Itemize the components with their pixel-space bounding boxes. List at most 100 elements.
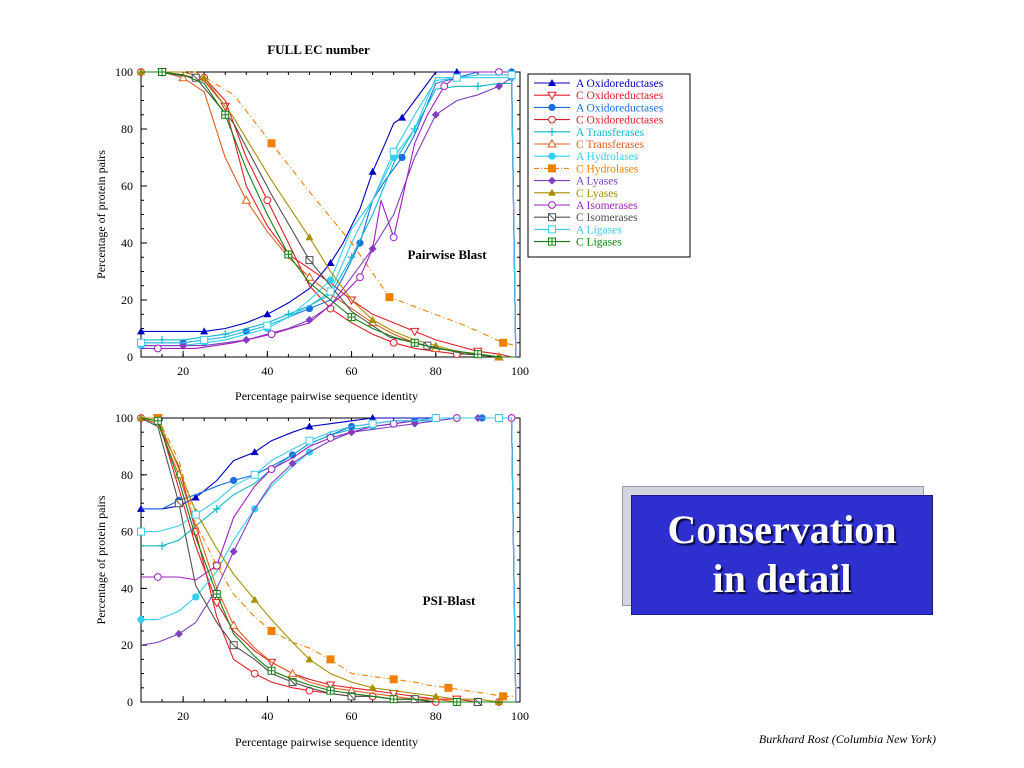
data-point <box>499 338 508 347</box>
data-point <box>368 683 377 691</box>
chart-title: FULL EC number <box>267 42 370 57</box>
series-7 <box>137 74 517 358</box>
series-2 <box>141 68 516 358</box>
data-point <box>368 419 377 428</box>
data-point <box>288 459 297 468</box>
data-point <box>347 253 356 262</box>
series-10 <box>137 68 516 360</box>
x-tick-label: 20 <box>177 709 189 723</box>
data-point <box>304 272 315 281</box>
data-point <box>409 327 420 337</box>
author-credit: Burkhard Rost (Columbia New York) <box>758 732 936 746</box>
data-point <box>473 350 482 359</box>
data-point <box>326 686 335 695</box>
y-tick-label: 100 <box>115 411 133 425</box>
series-11 <box>141 68 517 358</box>
data-point <box>326 433 335 442</box>
y-tick-label: 20 <box>121 638 133 652</box>
data-point <box>325 681 336 690</box>
y-tick-label: 60 <box>121 525 133 539</box>
legend-label: A Transferases <box>576 127 645 139</box>
data-point <box>499 692 508 701</box>
legend-label: C Lyases <box>576 188 618 200</box>
data-point <box>389 233 398 242</box>
data-point <box>230 476 238 485</box>
slide-title-line2: in detail <box>712 556 852 601</box>
data-point <box>228 620 239 629</box>
data-point <box>452 698 461 706</box>
data-point <box>229 641 238 650</box>
data-point <box>431 110 440 119</box>
series-line <box>141 74 517 358</box>
data-point <box>494 414 503 422</box>
data-point <box>444 683 453 692</box>
legend-label: A Hydrolases <box>576 151 639 163</box>
legend-label: C Isomerases <box>576 212 638 224</box>
series-12 <box>141 71 516 358</box>
data-point <box>221 110 230 119</box>
legend-marker <box>547 91 557 101</box>
legend-marker <box>548 213 556 222</box>
legend-label: A Oxidoreductases <box>576 102 664 114</box>
x-axis-label: Percentage pairwise sequence identity <box>235 389 418 403</box>
data-point <box>212 561 221 570</box>
legend-marker <box>548 225 556 234</box>
x-tick-label: 80 <box>430 709 442 723</box>
data-point <box>192 593 200 601</box>
chart-annotation: PSI-Blast <box>423 593 476 608</box>
y-tick-label: 0 <box>127 350 133 364</box>
data-point <box>212 504 221 513</box>
data-point <box>212 590 221 599</box>
data-point <box>305 256 314 265</box>
x-tick-label: 60 <box>346 709 358 723</box>
series-8 <box>141 68 516 347</box>
data-point <box>305 315 314 324</box>
data-point <box>389 147 398 156</box>
data-point <box>263 196 272 205</box>
y-tick-label: 40 <box>121 581 133 595</box>
data-point <box>137 616 145 624</box>
legend-marker <box>548 152 556 160</box>
data-point <box>398 153 406 162</box>
data-point <box>326 287 335 296</box>
x-tick-label: 40 <box>261 709 273 723</box>
series-10 <box>137 414 516 705</box>
data-point <box>174 629 183 638</box>
y-tick-label: 0 <box>127 695 133 709</box>
data-point <box>410 419 419 428</box>
data-point <box>326 276 335 284</box>
series-13 <box>137 70 517 358</box>
x-tick-label: 40 <box>261 364 273 378</box>
data-point <box>153 416 162 425</box>
data-point <box>284 250 293 259</box>
data-point <box>153 344 162 353</box>
data-point <box>385 293 394 302</box>
data-point <box>267 465 276 474</box>
y-axis-label: Percentage of protein pairs <box>94 495 108 624</box>
series-14 <box>141 68 516 359</box>
data-point <box>287 668 298 678</box>
series-3 <box>141 68 517 358</box>
x-tick-label: 60 <box>346 364 358 378</box>
series-6 <box>141 71 516 361</box>
data-point <box>241 195 252 204</box>
data-point <box>267 666 276 675</box>
data-point <box>250 669 259 678</box>
data-point <box>326 258 335 266</box>
series-9 <box>141 76 517 358</box>
data-point <box>179 341 188 350</box>
legend-label: C Oxidoreductases <box>576 115 664 127</box>
y-tick-label: 100 <box>115 65 133 79</box>
y-axis-label: Percentage of protein pairs <box>94 150 108 279</box>
y-tick-label: 80 <box>121 122 133 136</box>
data-point <box>137 527 145 536</box>
data-point <box>288 678 297 687</box>
legend-label: A Lyases <box>576 176 618 188</box>
x-tick-label: 100 <box>511 364 529 378</box>
legend-marker <box>548 127 556 136</box>
legend-label: C Ligases <box>576 237 622 249</box>
plot-frame <box>140 71 521 358</box>
legend-marker <box>548 103 556 111</box>
data-point <box>356 273 364 282</box>
